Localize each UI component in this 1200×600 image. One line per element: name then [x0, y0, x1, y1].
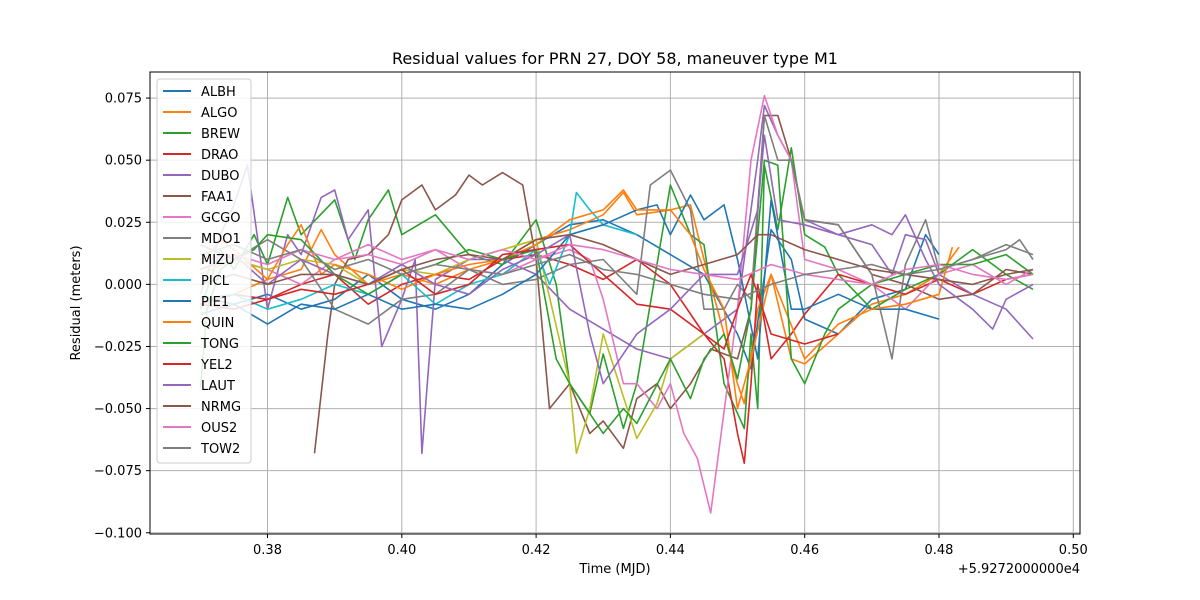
- x-tick-label: 0.42: [522, 543, 551, 558]
- series-line-albh: [200, 219, 940, 370]
- y-tick-label: −0.050: [94, 402, 142, 417]
- legend: ALBH ALGO BREW DRAO DUBO FAA1 GCGO MDO1 MIZU PICL…: [156, 78, 252, 464]
- legend-label: PIE1: [201, 295, 229, 310]
- y-tick-label: 0.050: [105, 154, 142, 169]
- legend-label: MIZU: [201, 253, 234, 268]
- x-axis: 0.38 0.40 0.42 0.44 0.46 0.48 0.50: [253, 534, 1088, 558]
- series-line-quin: [199, 189, 954, 410]
- legend-label: YEL2: [200, 358, 233, 373]
- series-line-tong: [199, 159, 1034, 435]
- x-tick-label: 0.38: [253, 543, 282, 558]
- x-axis-label: Time (MJD): [578, 562, 650, 577]
- y-tick-label: 0.025: [105, 216, 142, 231]
- series-line-gcgo: [200, 94, 1034, 514]
- legend-label: LAUT: [201, 379, 235, 394]
- chart-title: Residual values for PRN 27, DOY 58, mane…: [392, 49, 838, 68]
- legend-label: FAA1: [201, 190, 234, 205]
- legend-label: ALGO: [201, 106, 237, 121]
- plot-frame: [149, 71, 1081, 535]
- x-tick-label: 0.46: [790, 543, 819, 558]
- legend-label: GCGO: [201, 211, 240, 226]
- legend-label: TONG: [200, 337, 239, 352]
- series-lines: [199, 94, 1034, 514]
- y-axis: −0.100 −0.075 −0.050 −0.025 0.000 0.025 0.050 0…: [94, 92, 150, 541]
- x-tick-label: 0.50: [1059, 543, 1088, 558]
- legend-label: TOW2: [200, 442, 240, 457]
- y-tick-label: −0.075: [94, 464, 142, 479]
- legend-label: PICL: [201, 274, 230, 289]
- x-tick-label: 0.40: [387, 543, 416, 558]
- series-line-mdo1: [200, 114, 1034, 360]
- y-tick-label: −0.025: [94, 340, 142, 355]
- legend-label: DRAO: [201, 148, 238, 163]
- series-line-tow2: [200, 238, 1034, 301]
- legend-label: ALBH: [201, 85, 236, 100]
- y-axis-label: Residual (meters): [69, 245, 84, 360]
- legend-label: MDO1: [201, 232, 241, 247]
- legend-label: OUS2: [201, 421, 237, 436]
- legend-label: DUBO: [201, 169, 239, 184]
- legend-label: NRMG: [201, 400, 241, 415]
- series-line-pie1: [200, 194, 940, 360]
- series-line-yel2: [200, 243, 839, 350]
- series-line-algo: [200, 191, 960, 405]
- legend-label: BREW: [201, 127, 240, 142]
- y-tick-label: −0.100: [94, 526, 142, 541]
- y-tick-label: 0.075: [105, 92, 142, 107]
- x-tick-label: 0.48: [925, 543, 954, 558]
- y-tick-label: 0.000: [105, 278, 142, 293]
- x-axis-offset-label: +5.9272000000e4: [958, 562, 1080, 577]
- legend-label: QUIN: [201, 316, 234, 331]
- series-line-dubo: [199, 104, 1034, 455]
- x-tick-label: 0.44: [656, 543, 685, 558]
